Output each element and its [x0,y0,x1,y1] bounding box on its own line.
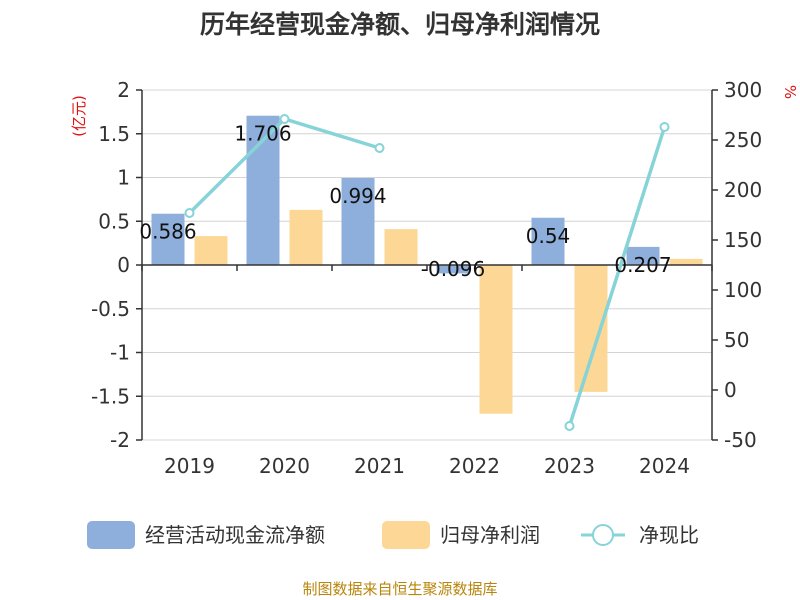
legend-label: 净现比 [639,523,699,547]
x-axis-tick-label: 2019 [164,454,215,478]
ratio-point [374,143,385,153]
bars-group [151,115,703,414]
legend-swatch [382,521,430,549]
cashflow-data-label: 0.207 [614,253,671,277]
right-axis-unit: % [781,85,799,99]
right-axis-tick-label: 150 [724,228,762,252]
left-axis-tick-label: -0.5 [91,297,130,321]
ratio-point [279,114,290,124]
ratio-point [564,421,575,431]
left-axis-tick-label: 2 [117,78,130,102]
right-axis-tick-label: 100 [724,278,762,302]
line-series-group [184,114,670,431]
source-note: 制图数据来自恒生聚源数据库 [302,580,497,598]
legend-marker [592,524,614,546]
net-profit-bar [574,265,608,392]
legend-label: 经营活动现金流净额 [145,523,325,547]
cashflow-data-label: 0.54 [526,224,571,248]
net-profit-bar [669,258,703,265]
cashflow-data-label: 1.706 [234,122,291,146]
left-axis-tick-label: -1 [110,341,130,365]
left-axis-tick-label: 1 [117,166,130,190]
legend-item: 经营活动现金流净额 [87,521,325,549]
net-profit-bar [194,236,228,265]
left-axis-tick-label: -1.5 [91,384,130,408]
cashflow-data-label: -0.096 [421,257,485,281]
right-axis-tick-label: 50 [724,328,749,352]
cashflow-bar [151,213,185,265]
ratio-point [184,208,195,218]
cashflow-bar [531,217,565,265]
cashflow-bar [626,246,660,265]
ratio-line-segment [567,126,667,427]
left-axis-tick-label: 0.5 [98,209,130,233]
cashflow-data-label: 0.586 [139,220,196,244]
right-axis-tick-label: 250 [724,128,762,152]
net-profit-bar [289,209,323,265]
axes-group: 2 1.5 1 0.5 0 -0.5 -1 -1.5 -2 300 250 200 150 100 50 0 -… [91,78,762,478]
right-axis-tick-label: 0 [724,378,737,402]
net-profit-bar [479,265,513,414]
x-axis-tick-label: 2020 [259,454,310,478]
legend-item: 归母净利润 [382,521,540,549]
x-axis-tick-label: 2024 [639,454,690,478]
right-axis-tick-label: 300 [724,78,762,102]
x-axis-tick-label: 2022 [449,454,500,478]
chart-title: 历年经营现金净额、归母净利润情况 [200,10,600,39]
cashflow-data-label: 0.994 [329,184,386,208]
x-axis-tick-label: 2023 [544,454,595,478]
left-axis-tick-label: 1.5 [98,122,130,146]
legend-item: 净现比 [581,523,699,547]
data-labels-group: 0.586 1.706 0.994 -0.096 0.54 0.207 [139,122,671,281]
left-axis-unit: (亿元) [70,95,88,137]
left-axis-tick-label: -2 [110,428,130,452]
left-axis-tick-label: 0 [117,253,130,277]
legend: 经营活动现金流净额 归母净利润 净现比 [87,521,699,549]
legend-swatch [87,521,135,549]
cashflow-bar [341,178,375,265]
right-axis-tick-label: -50 [724,428,757,452]
ratio-point [659,122,670,132]
x-axis-tick-label: 2021 [354,454,405,478]
net-profit-bar [384,229,418,265]
cashflow-bar [436,265,470,274]
right-axis-tick-label: 200 [724,178,762,202]
legend-label: 归母净利润 [440,523,540,547]
